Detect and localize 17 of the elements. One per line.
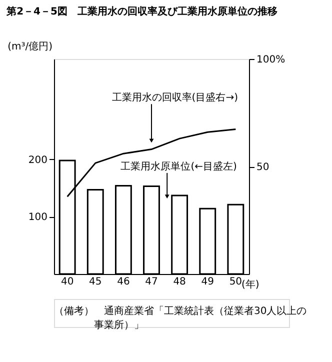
y-tick-label: 200	[28, 154, 48, 166]
x-tick-label: 50	[229, 276, 242, 288]
x-tick-label: 45	[89, 276, 102, 288]
x-tick-label: 48	[173, 276, 186, 288]
x-axis-title: (年)	[242, 278, 260, 290]
x-tick-label: 47	[145, 276, 158, 288]
y-axis-title: (m³/億円)	[8, 40, 53, 52]
chart-title: 第2－4－5図 工業用水の回収率及び工業用水原単位の推移	[6, 6, 278, 18]
y2-tick-label: 100%	[256, 54, 286, 66]
x-tick-label: 46	[117, 276, 130, 288]
y-tick-label: 100	[28, 212, 48, 224]
y2-tick-label: 50	[256, 162, 270, 173]
text: （備考） 通商産業省「工業統計表（従業者30人以上の事業所）」	[54, 305, 307, 331]
x-tick-label: 40	[60, 276, 74, 288]
annotation: 工業用水の回収率(目盛右→)	[112, 92, 238, 104]
x-tick-label: 49	[201, 276, 214, 288]
annotation: 工業用水原単位(←目盛左)	[120, 160, 237, 172]
